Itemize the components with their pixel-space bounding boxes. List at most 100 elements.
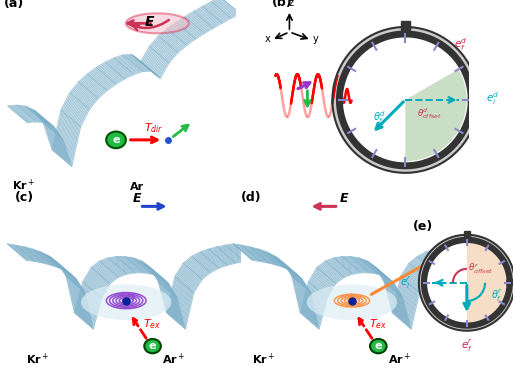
Text: z: z <box>289 0 294 8</box>
Wedge shape <box>467 243 507 323</box>
Polygon shape <box>243 253 470 322</box>
Polygon shape <box>401 21 410 32</box>
Circle shape <box>370 339 387 353</box>
Polygon shape <box>234 245 461 314</box>
Polygon shape <box>9 245 235 314</box>
Polygon shape <box>242 251 469 321</box>
Polygon shape <box>15 251 243 320</box>
Polygon shape <box>233 244 460 314</box>
Polygon shape <box>246 255 473 325</box>
Polygon shape <box>12 248 240 318</box>
Polygon shape <box>22 9 235 162</box>
Polygon shape <box>247 256 474 326</box>
Text: $e_i^d$: $e_i^d$ <box>486 90 499 107</box>
Polygon shape <box>12 1 226 155</box>
Text: Ar: Ar <box>130 182 144 192</box>
Polygon shape <box>18 253 246 323</box>
Polygon shape <box>235 245 462 315</box>
Polygon shape <box>248 257 475 326</box>
Text: $\boldsymbol{E}$: $\boldsymbol{E}$ <box>132 192 142 204</box>
Text: x: x <box>265 34 270 44</box>
Polygon shape <box>17 5 231 159</box>
Polygon shape <box>237 247 464 317</box>
Text: Kr$^+$: Kr$^+$ <box>252 352 275 367</box>
Polygon shape <box>11 0 225 154</box>
Text: (e): (e) <box>412 220 433 233</box>
Ellipse shape <box>307 284 397 320</box>
Polygon shape <box>21 8 234 162</box>
Text: $\boldsymbol{E}$: $\boldsymbol{E}$ <box>339 192 349 204</box>
Polygon shape <box>13 249 241 319</box>
Text: $\theta_{offset}^r$: $\theta_{offset}^r$ <box>467 262 493 276</box>
Polygon shape <box>236 247 463 316</box>
Polygon shape <box>251 259 478 329</box>
Polygon shape <box>22 256 248 326</box>
Text: $\boldsymbol{E}$: $\boldsymbol{E}$ <box>144 15 155 29</box>
Polygon shape <box>19 254 246 324</box>
Polygon shape <box>464 231 470 239</box>
Polygon shape <box>23 257 249 326</box>
Polygon shape <box>14 2 227 156</box>
Polygon shape <box>240 250 467 320</box>
Polygon shape <box>10 247 238 316</box>
Text: (b): (b) <box>271 0 292 9</box>
Text: $T_{ex}$: $T_{ex}$ <box>143 317 162 331</box>
Polygon shape <box>340 34 471 166</box>
Polygon shape <box>250 258 477 328</box>
Text: (c): (c) <box>15 192 34 204</box>
Ellipse shape <box>81 284 171 320</box>
Polygon shape <box>238 248 465 318</box>
Polygon shape <box>17 253 245 322</box>
Polygon shape <box>25 258 251 328</box>
Circle shape <box>106 132 126 148</box>
Polygon shape <box>419 235 513 331</box>
Polygon shape <box>332 27 478 173</box>
Polygon shape <box>244 253 471 323</box>
Polygon shape <box>14 250 242 320</box>
Wedge shape <box>405 69 467 161</box>
Text: (a): (a) <box>4 0 24 10</box>
Polygon shape <box>19 7 233 161</box>
Text: $\theta_{offset}^d$: $\theta_{offset}^d$ <box>417 106 442 121</box>
Polygon shape <box>23 9 236 164</box>
Text: Ar$^+$: Ar$^+$ <box>162 352 185 367</box>
Polygon shape <box>24 11 238 165</box>
Polygon shape <box>10 245 236 315</box>
Text: $\theta_f^r$: $\theta_f^r$ <box>491 288 503 304</box>
Polygon shape <box>10 0 224 153</box>
Text: $e_f^d$: $e_f^d$ <box>453 37 467 53</box>
Text: $e_f^r$: $e_f^r$ <box>461 338 473 354</box>
Polygon shape <box>15 3 228 157</box>
Text: Ar$^+$: Ar$^+$ <box>388 352 411 367</box>
Polygon shape <box>9 0 223 152</box>
Text: $T_{dir}$: $T_{dir}$ <box>144 121 163 135</box>
Polygon shape <box>26 12 240 167</box>
Polygon shape <box>239 249 466 319</box>
Text: $e_i^r$: $e_i^r$ <box>400 275 412 291</box>
Polygon shape <box>18 6 232 160</box>
Circle shape <box>144 339 161 353</box>
Polygon shape <box>25 12 239 166</box>
Text: Kr$^+$: Kr$^+$ <box>26 352 50 367</box>
Text: e: e <box>374 341 382 351</box>
Polygon shape <box>8 0 222 151</box>
Text: e: e <box>112 135 120 145</box>
Text: (d): (d) <box>241 192 262 204</box>
Text: $\theta_f^d$: $\theta_f^d$ <box>373 109 386 126</box>
Polygon shape <box>245 254 472 324</box>
Polygon shape <box>424 240 510 326</box>
Polygon shape <box>24 257 250 327</box>
Polygon shape <box>16 4 229 158</box>
Text: e: e <box>149 341 156 351</box>
Polygon shape <box>8 244 234 314</box>
Polygon shape <box>16 251 244 321</box>
Ellipse shape <box>126 13 189 33</box>
Polygon shape <box>249 257 476 327</box>
Polygon shape <box>11 247 239 317</box>
Text: y: y <box>312 34 318 44</box>
Text: Kr$^+$: Kr$^+$ <box>12 178 35 193</box>
Polygon shape <box>21 255 247 325</box>
Polygon shape <box>241 251 468 320</box>
Text: $T_{ex}$: $T_{ex}$ <box>369 317 387 331</box>
Polygon shape <box>25 259 252 329</box>
